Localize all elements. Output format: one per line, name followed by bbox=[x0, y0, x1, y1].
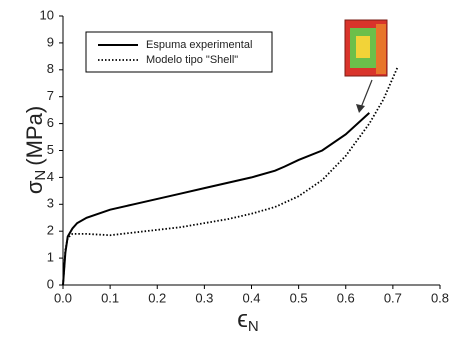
legend: Espuma experimental Modelo tipo "Shell" bbox=[86, 32, 272, 72]
x-label-symbol: ϵ bbox=[237, 306, 248, 333]
y-tick-label: 4 bbox=[47, 169, 54, 184]
y-label-unit: (MPa) bbox=[22, 106, 47, 166]
x-tick-label: 0.0 bbox=[54, 290, 72, 305]
series-line bbox=[63, 113, 369, 285]
series-line bbox=[63, 67, 398, 285]
x-tick-label: 0.8 bbox=[431, 290, 449, 305]
chart: σN(MPa) ϵN 0123456789100.00.10.20.30.40.… bbox=[0, 0, 457, 340]
x-tick-label: 0.1 bbox=[101, 290, 119, 305]
y-tick-label: 8 bbox=[47, 61, 54, 76]
y-label-symbol: σ bbox=[22, 180, 47, 194]
inset-image bbox=[345, 20, 387, 76]
y-tick-label: 7 bbox=[47, 88, 54, 103]
y-tick-label: 10 bbox=[40, 7, 54, 22]
inset-arrowhead bbox=[356, 104, 365, 113]
x-tick-label: 0.3 bbox=[195, 290, 213, 305]
y-tick-label: 5 bbox=[47, 142, 54, 157]
y-tick-label: 1 bbox=[47, 250, 54, 265]
y-axis-label: σN(MPa) bbox=[22, 106, 49, 194]
legend-label: Modelo tipo "Shell" bbox=[146, 54, 238, 66]
x-tick-label: 0.2 bbox=[148, 290, 166, 305]
legend-label: Espuma experimental bbox=[146, 39, 252, 51]
x-label-subscript: N bbox=[248, 318, 259, 335]
y-tick-label: 9 bbox=[47, 34, 54, 49]
x-tick-label: 0.7 bbox=[384, 290, 402, 305]
x-axis-label: ϵN bbox=[237, 306, 258, 335]
x-tick-label: 0.5 bbox=[290, 290, 308, 305]
y-tick-label: 0 bbox=[47, 276, 54, 291]
y-tick-label: 3 bbox=[47, 196, 54, 211]
y-tick-label: 6 bbox=[47, 115, 54, 130]
x-tick-label: 0.6 bbox=[337, 290, 355, 305]
y-tick-label: 2 bbox=[47, 223, 54, 238]
x-tick-label: 0.4 bbox=[242, 290, 260, 305]
